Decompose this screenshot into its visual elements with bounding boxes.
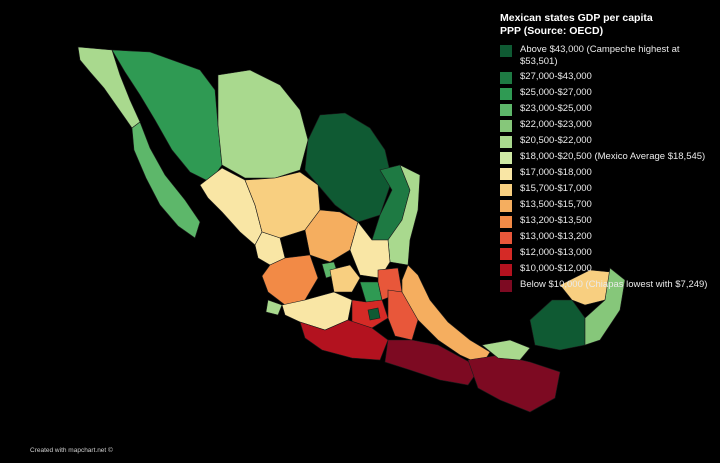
legend-item: $12,000-$13,000 xyxy=(500,247,714,260)
legend-swatch xyxy=(500,248,512,260)
legend-swatch xyxy=(500,232,512,244)
legend-label: $13,200-$13,500 xyxy=(520,215,592,226)
legend-item: $13,500-$15,700 xyxy=(500,199,714,212)
legend-label: $17,000-$18,000 xyxy=(520,167,592,178)
legend-swatch xyxy=(500,45,512,57)
state-baja-california-sur xyxy=(131,121,201,239)
state-guerrero xyxy=(299,319,389,361)
legend-item: $18,000-$20,500 (Mexico Average $18,545) xyxy=(500,151,714,164)
legend-items: Above $43,000 (Campeche highest at $53,5… xyxy=(500,44,714,292)
legend-item: $17,000-$18,000 xyxy=(500,167,714,180)
legend-swatch xyxy=(500,200,512,212)
legend-item: Below $10,000 (Chiapas lowest with $7,24… xyxy=(500,279,714,292)
state-tamaulipas xyxy=(387,164,421,266)
state-chihuahua xyxy=(217,69,309,179)
credit-text: Created with mapchart.net © xyxy=(30,447,113,454)
legend-label: $20,500-$22,000 xyxy=(520,135,592,146)
state-cdmx xyxy=(367,307,381,321)
legend-item: $25,000-$27,000 xyxy=(500,87,714,100)
legend-label: Below $10,000 (Chiapas lowest with $7,24… xyxy=(520,279,708,290)
state-tabasco xyxy=(481,339,531,361)
legend-swatch xyxy=(500,216,512,228)
legend-label: $12,000-$13,000 xyxy=(520,247,592,258)
legend-item: $20,500-$22,000 xyxy=(500,135,714,148)
legend-label: $13,000-$13,200 xyxy=(520,231,592,242)
legend-item: $23,000-$25,000 xyxy=(500,103,714,116)
legend-title: Mexican states GDP per capita PPP (Sourc… xyxy=(500,12,714,38)
state-chiapas xyxy=(467,354,561,413)
legend-item: $13,200-$13,500 xyxy=(500,215,714,228)
state-guanajuato xyxy=(329,264,361,293)
legend-label: Above $43,000 (Campeche highest at $53,5… xyxy=(520,44,680,67)
legend-item: $27,000-$43,000 xyxy=(500,71,714,84)
legend-item: $22,000-$23,000 xyxy=(500,119,714,132)
legend-swatch xyxy=(500,280,512,292)
legend-label: $23,000-$25,000 xyxy=(520,103,592,114)
legend-label: $18,000-$20,500 (Mexico Average $18,545) xyxy=(520,151,706,162)
legend-label: $27,000-$43,000 xyxy=(520,71,592,82)
legend-swatch xyxy=(500,264,512,276)
legend-swatch xyxy=(500,136,512,148)
legend-title-line1: Mexican states GDP per capita xyxy=(500,12,653,24)
legend-label: $22,000-$23,000 xyxy=(520,119,592,130)
legend-label: $13,500-$15,700 xyxy=(520,199,592,210)
legend-swatch xyxy=(500,88,512,100)
map-legend: Mexican states GDP per capita PPP (Sourc… xyxy=(500,12,714,295)
state-quintana-roo xyxy=(584,267,626,346)
legend-item: Above $43,000 (Campeche highest at $53,5… xyxy=(500,44,714,68)
legend-label: $15,700-$17,000 xyxy=(520,183,592,194)
state-colima xyxy=(265,299,283,316)
legend-swatch xyxy=(500,72,512,84)
legend-item: $13,000-$13,200 xyxy=(500,231,714,244)
legend-item: $15,700-$17,000 xyxy=(500,183,714,196)
legend-label: $25,000-$27,000 xyxy=(520,87,592,98)
legend-swatch xyxy=(500,152,512,164)
legend-swatch xyxy=(500,168,512,180)
legend-swatch xyxy=(500,120,512,132)
legend-swatch xyxy=(500,184,512,196)
state-campeche xyxy=(529,299,586,351)
legend-swatch xyxy=(500,104,512,116)
legend-item: $10,000-$12,000 xyxy=(500,263,714,276)
state-coahuila xyxy=(304,112,393,223)
legend-title-line2: PPP (Source: OECD) xyxy=(500,25,604,37)
legend-label: $10,000-$12,000 xyxy=(520,263,592,274)
